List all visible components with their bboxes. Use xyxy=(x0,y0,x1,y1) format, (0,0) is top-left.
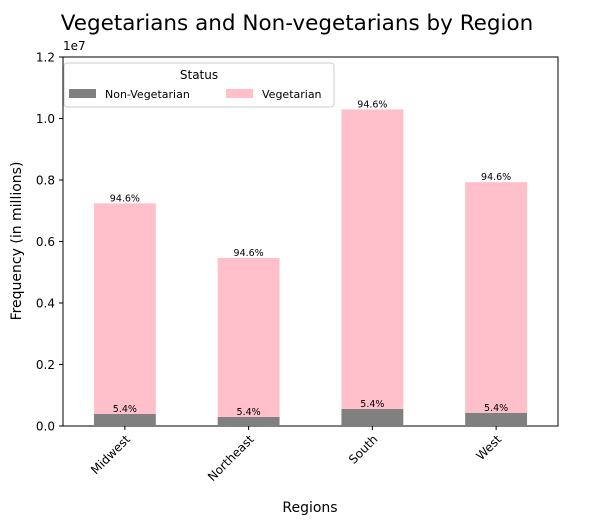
bar-non-vegetarian-west xyxy=(465,412,528,426)
legend-frame xyxy=(63,62,335,108)
y-axis-offset-label: 1e7 xyxy=(63,39,86,53)
x-tick-label: South xyxy=(346,432,381,467)
bar-vegetarian-south xyxy=(341,109,404,409)
legend-swatch-non-vegetarian xyxy=(69,89,96,98)
x-tick-label: Midwest xyxy=(88,432,133,477)
bar-data-label: 94.6% xyxy=(481,172,511,183)
x-axis-label: Regions xyxy=(282,500,337,516)
legend-label: Non-Vegetarian xyxy=(105,88,190,101)
legend-label: Vegetarian xyxy=(262,88,322,101)
y-tick-label: 1.0 xyxy=(36,112,55,126)
bar-non-vegetarian-midwest xyxy=(93,414,156,426)
bar-vegetarian-northeast xyxy=(217,257,280,417)
x-tick-label: West xyxy=(473,432,504,463)
bar-data-label: 94.6% xyxy=(110,193,140,204)
bar-data-label: 5.4% xyxy=(484,403,508,414)
bar-data-label: 5.4% xyxy=(237,407,261,418)
bar-vegetarian-midwest xyxy=(93,203,156,415)
bar-data-label: 94.6% xyxy=(234,248,264,259)
legend-title: Status xyxy=(180,68,218,82)
x-axis: Midwest Northeast South West xyxy=(88,426,504,484)
y-tick-label: 0.0 xyxy=(36,420,55,434)
bar-data-label: 5.4% xyxy=(360,399,384,410)
bar-non-vegetarian-south xyxy=(341,408,404,426)
x-tick-label: Northeast xyxy=(205,432,257,484)
y-tick-label: 0.6 xyxy=(36,235,55,249)
y-tick-label: 0.4 xyxy=(36,297,55,311)
bars-group xyxy=(93,109,528,426)
bar-vegetarian-west xyxy=(465,182,528,413)
y-tick-label: 1.2 xyxy=(36,51,55,65)
y-axis: 0.0 0.2 0.4 0.6 0.8 1.0 1.2 xyxy=(36,51,63,434)
y-tick-label: 0.2 xyxy=(36,358,55,372)
legend-swatch-vegetarian xyxy=(226,89,253,98)
bar-data-label: 94.6% xyxy=(357,99,387,110)
y-axis-label: Frequency (in millions) xyxy=(9,162,25,321)
legend-entries: Non-Vegetarian Vegetarian xyxy=(69,88,322,101)
bar-data-label: 5.4% xyxy=(113,404,137,415)
bar-labels-group: 5.4% 94.6% 5.4% 94.6% 5.4% 94.6% 5.4% 94.6% xyxy=(110,99,511,418)
bar-non-vegetarian-northeast xyxy=(217,416,280,426)
y-tick-label: 0.8 xyxy=(36,174,55,188)
chart-title: Vegetarians and Non-vegetarians by Regio… xyxy=(61,11,534,36)
legend: Status Non-Vegetarian Vegetarian xyxy=(63,62,335,108)
